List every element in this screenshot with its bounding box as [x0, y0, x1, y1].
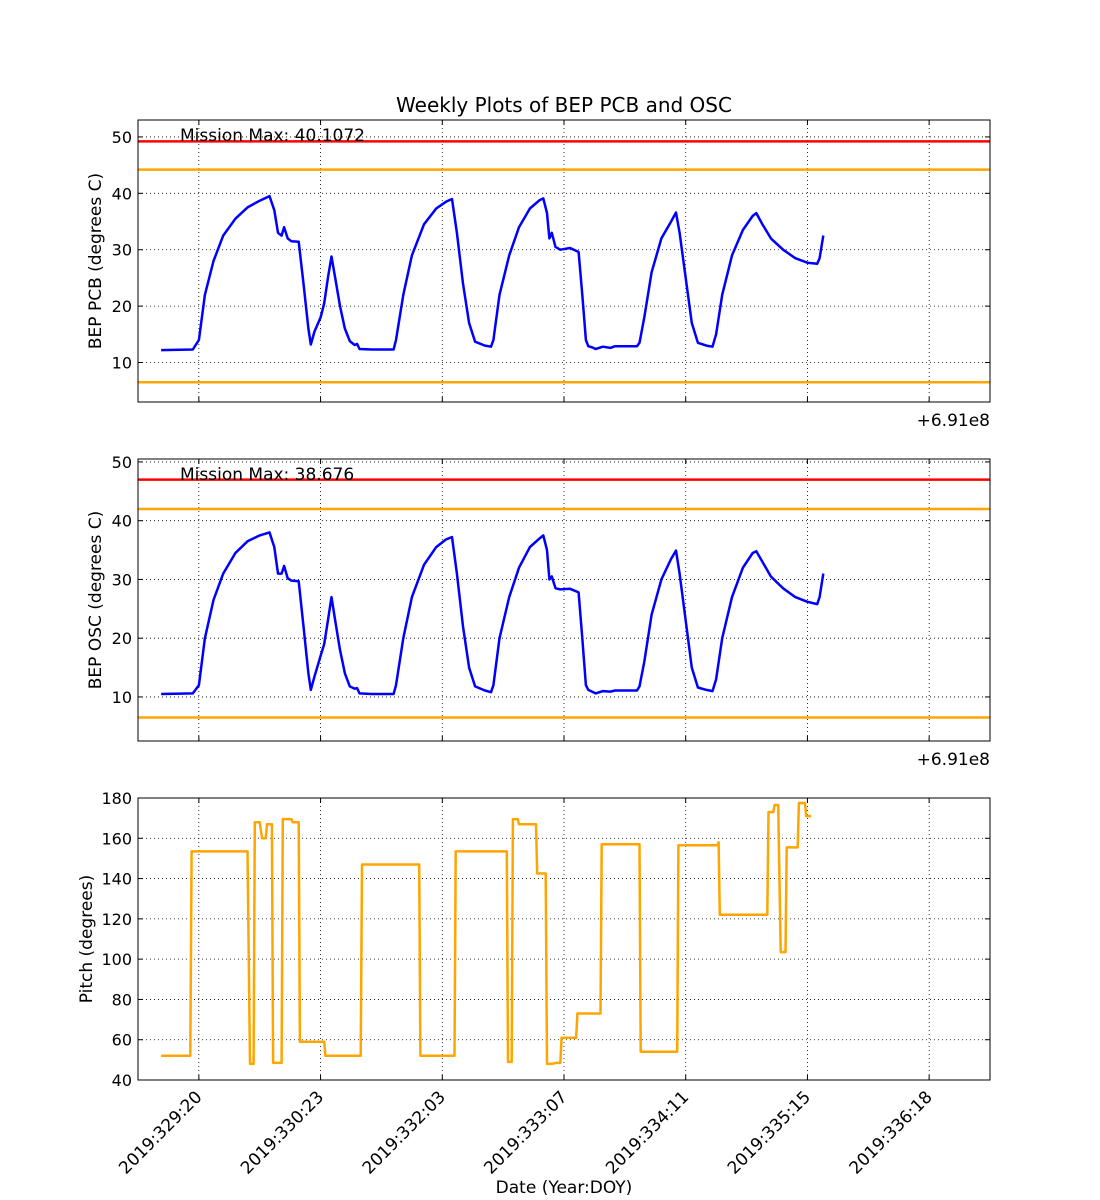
bep-osc-mission-max: Mission Max: 38.676 [180, 465, 354, 485]
x-tick-label: 2019:332:03 [359, 1087, 450, 1178]
bep-pcb-ytick-label: 10 [112, 354, 132, 373]
pitch-ylabel: Pitch (degrees) [77, 875, 97, 1004]
bep-pcb-ytick-label: 30 [112, 241, 132, 260]
x-tick-labels: 2019:329:20 2019:330:23 2019:332:03 2019:33… [115, 1087, 936, 1178]
bep-osc-ytick-label: 10 [112, 688, 132, 707]
bep-pcb-series-line [161, 194, 825, 352]
bep-pcb-ytick-label: 40 [112, 184, 132, 203]
pitch-ytick-label: 140 [101, 870, 132, 889]
bep-pcb-ytick-label: 50 [112, 128, 132, 147]
x-tick-label: 2019:336:18 [846, 1087, 937, 1178]
bep-pcb-ytick-label: 20 [112, 297, 132, 316]
bep-osc-ytick-label: 40 [112, 512, 132, 531]
x-axis-label: Date (Year:DOY) [496, 1178, 633, 1198]
bep-osc-ylabel: BEP OSC (degrees C) [86, 511, 106, 689]
x-tick-label: 2019:333:07 [480, 1087, 571, 1178]
bep-osc-ytick-label: 20 [112, 629, 132, 648]
pitch-ytick-label: 120 [101, 910, 132, 929]
bep-pcb-panel: 10 20 30 40 50 BEP PCB (degrees C) Mission Max… [86, 119, 991, 403]
pitch-ytick-label: 160 [101, 829, 132, 848]
pitch-ytick-label: 100 [101, 950, 132, 969]
x-tick-label: 2019:335:15 [724, 1087, 815, 1178]
bep-osc-series-line [161, 531, 825, 696]
bep-pcb-mission-max: Mission Max: 40.1072 [180, 126, 365, 146]
bep-osc-panel: 10 20 30 40 50 BEP OSC (degrees C) Mission Max… [86, 453, 991, 742]
figure-title: Weekly Plots of BEP PCB and OSC [396, 93, 732, 117]
pitch-ytick-label: 60 [112, 1031, 132, 1050]
bep-osc-ytick-label: 30 [112, 570, 132, 589]
pitch-ytick-label: 180 [101, 789, 132, 808]
x-offset-label-osc: +6.91e8 [917, 750, 990, 770]
pitch-ytick-label: 40 [112, 1071, 132, 1090]
pitch-panel: 40 60 80 100 120 140 160 180 Pitch (degrees) [77, 789, 991, 1090]
pitch-series-line [161, 801, 812, 1066]
x-offset-label-pcb: +6.91e8 [917, 411, 990, 431]
bep-osc-ytick-label: 50 [112, 453, 132, 472]
x-tick-label: 2019:330:23 [237, 1087, 328, 1178]
x-tick-label: 2019:334:11 [602, 1087, 693, 1178]
bep-pcb-ylabel: BEP PCB (degrees C) [86, 173, 106, 349]
pitch-ytick-label: 80 [112, 990, 132, 1009]
x-tick-label: 2019:329:20 [115, 1087, 206, 1178]
